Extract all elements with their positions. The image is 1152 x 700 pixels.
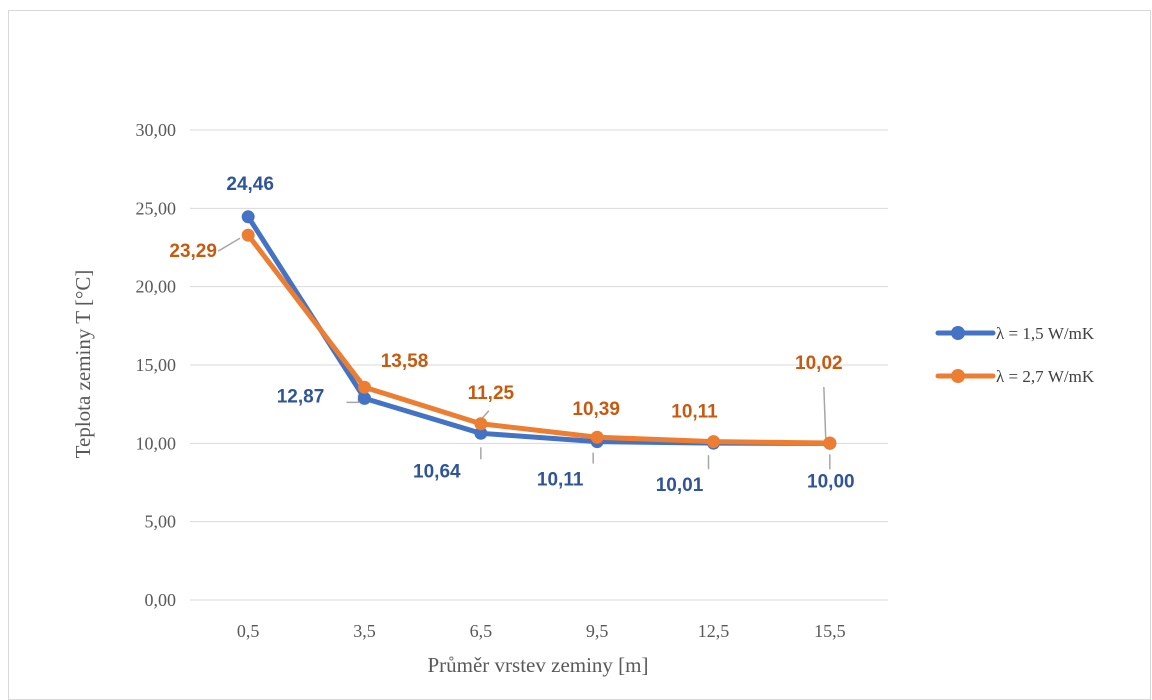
y-axis-title: Teplota zeminy T [°C]	[71, 270, 95, 459]
legend-label: λ = 2,7 W/mK	[996, 367, 1095, 386]
series-line-2	[245, 232, 833, 446]
y-tick-label: 0,00	[145, 590, 177, 610]
series-line-1	[245, 214, 833, 446]
series-2-data-label: 10,39	[572, 399, 620, 420]
x-tick-label: 12,5	[698, 621, 730, 641]
series-1-point	[241, 210, 255, 224]
series-1-data-label: 24,46	[226, 174, 274, 195]
y-tick-label: 20,00	[136, 277, 177, 297]
x-tick-label: 3,5	[353, 621, 376, 641]
chart-frame	[8, 10, 1151, 700]
leader-line	[346, 394, 360, 404]
x-tick-label: 15,5	[814, 621, 846, 641]
leader-line	[217, 237, 241, 252]
y-tick-label: 15,00	[136, 355, 177, 375]
series-2-point	[707, 435, 720, 449]
y-axis-ticks: 0,00 5,00 10,00 15,00 20,00 25,00 30,00	[136, 120, 177, 610]
series-2-point	[474, 417, 488, 431]
x-axis-ticks: 0,5 3,5 6,5 9,5 12,5 15,5	[237, 621, 846, 641]
series-2-point	[590, 430, 604, 444]
series-2-data-label: 10,11	[671, 402, 718, 423]
x-tick-label: 0,5	[237, 621, 260, 641]
legend: λ = 1,5 W/mK λ = 2,7 W/mK	[935, 324, 1095, 386]
legend-item-2: λ = 2,7 W/mK	[935, 367, 1095, 386]
y-tick-label: 10,00	[136, 433, 177, 453]
legend-swatch-marker	[951, 369, 965, 383]
series-1-point	[358, 391, 371, 405]
series-2-point	[823, 436, 837, 450]
series-2-data-label: 23,29	[169, 241, 217, 262]
series-lines	[241, 210, 837, 450]
y-tick-label: 5,00	[145, 512, 177, 532]
x-tick-label: 9,5	[586, 621, 609, 641]
series-2-point	[241, 228, 255, 242]
y-tick-label: 25,00	[136, 198, 177, 218]
series-2-data-label: 10,02	[795, 353, 843, 374]
series-1-data-label: 12,87	[277, 386, 325, 407]
legend-swatch-marker	[951, 326, 965, 340]
x-tick-label: 6,5	[470, 621, 493, 641]
x-axis-title: Průměr vrstev zeminy [m]	[427, 653, 648, 677]
series-1-point	[474, 426, 488, 440]
gridlines	[190, 129, 888, 601]
series-1-data-label: 10,11	[537, 470, 584, 491]
series-1-data-label: 10,64	[413, 461, 461, 482]
data-labels: 24,46 12,87 10,64 10,11 10,01 10,00 23,29 13,58…	[169, 174, 854, 496]
leader-line	[823, 386, 827, 442]
legend-item-1: λ = 1,5 W/mK	[935, 324, 1095, 343]
series-2-data-label: 13,58	[381, 351, 429, 372]
series-2-data-label: 11,25	[468, 383, 515, 404]
series-1-data-label: 10,01	[656, 475, 704, 496]
series-2-point	[358, 380, 371, 394]
y-tick-label: 30,00	[136, 120, 177, 140]
legend-label: λ = 1,5 W/mK	[996, 324, 1095, 343]
line-chart: 0,00 5,00 10,00 15,00 20,00 25,00 30,00 0,5 3,5…	[71, 120, 1095, 677]
series-1-data-label: 10,00	[807, 471, 855, 492]
